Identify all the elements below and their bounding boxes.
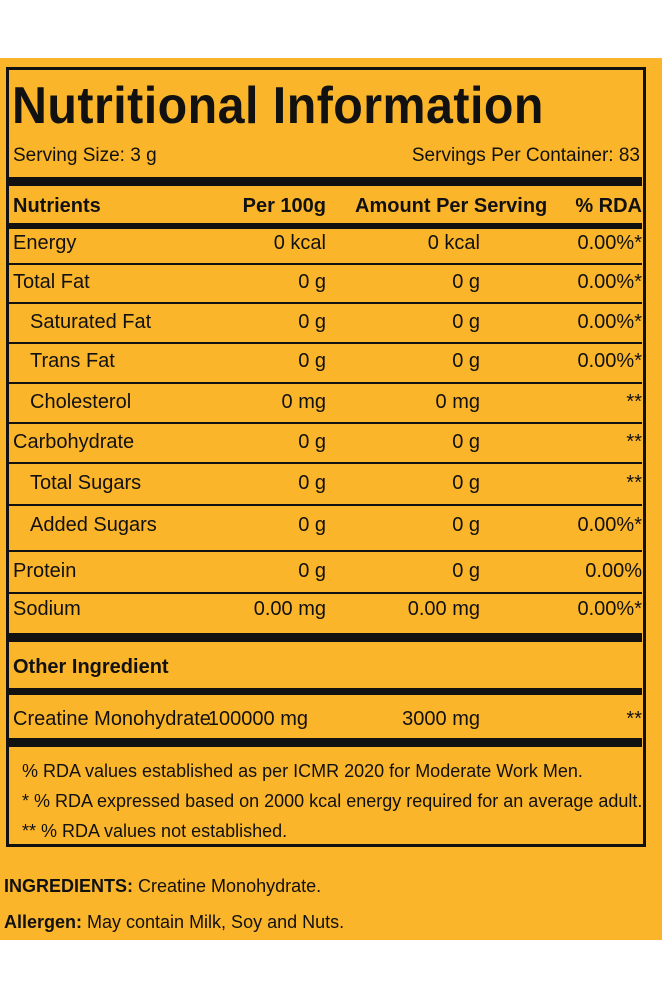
nutrient-name: Total Sugars: [30, 472, 142, 494]
nutrient-per-serving: 0 mg: [435, 391, 480, 413]
nutrient-rda: **: [626, 431, 642, 453]
nutrient-rda: 0.00%: [585, 560, 642, 582]
thick-divider: [6, 633, 642, 642]
footnote: ** % RDA values not established.: [22, 821, 288, 841]
nutrient-name: Trans Fat: [30, 350, 115, 372]
nutrient-per-serving: 0 g: [452, 350, 480, 372]
header-rda: % RDA: [575, 195, 642, 217]
header-nutrients: Nutrients: [13, 195, 101, 217]
nutrient-per-serving: 0 g: [452, 311, 480, 333]
nutrient-per-serving: 0 kcal: [427, 232, 480, 254]
header-divider: [6, 223, 642, 229]
other-ingredient-per100: 100000 mg: [207, 708, 308, 730]
nutrient-per-100g: 0 g: [298, 514, 326, 536]
nutrient-rda: 0.00%*: [577, 271, 643, 293]
thick-divider: [6, 688, 642, 695]
nutrient-rda: 0.00%*: [577, 311, 643, 333]
nutrient-per-serving: 0 g: [452, 431, 480, 453]
nutrient-rda: 0.00%*: [577, 514, 643, 536]
nutrient-per-100g: 0 g: [298, 271, 326, 293]
header-amount-per-serving: Amount Per Serving: [355, 195, 548, 217]
allergen-text: May contain Milk, Soy and Nuts.: [82, 912, 345, 932]
thick-divider: [6, 177, 642, 186]
nutrient-per-100g: 0 mg: [281, 391, 326, 413]
allergen-label: Allergen:: [4, 912, 83, 932]
ingredients-line: INGREDIENTS: Creatine Monohydrate.: [4, 876, 321, 897]
ingredients-text: Creatine Monohydrate.: [133, 876, 322, 896]
thick-divider: [6, 738, 642, 747]
row-divider: [6, 342, 642, 344]
allergen-line: Allergen: May contain Milk, Soy and Nuts…: [4, 912, 344, 933]
nutrition-panel: Nutritional Information Serving Size: 3 …: [0, 58, 662, 940]
nutrient-name: Cholesterol: [30, 391, 132, 413]
nutrient-rda: **: [626, 391, 642, 413]
row-divider: [6, 504, 642, 506]
footnote: * % RDA expressed based on 2000 kcal ene…: [22, 791, 643, 811]
nutrient-per-serving: 0.00 mg: [407, 598, 480, 620]
nutrient-name: Carbohydrate: [13, 431, 135, 453]
other-ingredient-rda: **: [626, 708, 642, 730]
nutrient-per-serving: 0 g: [452, 472, 480, 494]
nutrient-per-serving: 0 g: [452, 514, 480, 536]
nutrient-name: Sodium: [13, 598, 81, 620]
nutrient-rda: 0.00%*: [577, 232, 643, 254]
nutrient-per-100g: 0 kcal: [273, 232, 326, 254]
row-divider: [6, 550, 642, 552]
nutrient-name: Energy: [13, 232, 77, 254]
footnote: % RDA values established as per ICMR 202…: [22, 761, 583, 781]
nutrient-per-100g: 0 g: [298, 472, 326, 494]
nutrient-per-100g: 0 g: [298, 431, 326, 453]
nutrient-rda: **: [626, 472, 642, 494]
nutrient-rda: 0.00%*: [577, 350, 643, 372]
page-title: Nutritional Information: [12, 77, 544, 135]
nutrient-per-100g: 0.00 mg: [253, 598, 326, 620]
nutrient-per-100g: 0 g: [298, 350, 326, 372]
serving-size: Serving Size: 3 g: [13, 145, 157, 166]
nutrient-per-100g: 0 g: [298, 560, 326, 582]
nutrient-name: Protein: [13, 560, 77, 582]
row-divider: [6, 422, 642, 424]
nutrient-rda: 0.00%*: [577, 598, 643, 620]
servings-per-container: Servings Per Container: 83: [411, 145, 640, 166]
row-divider: [6, 302, 642, 304]
row-divider: [6, 382, 642, 384]
row-divider: [6, 263, 642, 265]
nutrient-per-100g: 0 g: [298, 311, 326, 333]
nutrition-facts-box: [6, 67, 646, 847]
nutrient-name: Total Fat: [13, 271, 90, 293]
row-divider: [6, 462, 642, 464]
other-ingredient-heading: Other Ingredient: [13, 656, 169, 678]
nutrient-name: Saturated Fat: [30, 311, 152, 333]
row-divider: [6, 592, 642, 594]
nutrient-per-serving: 0 g: [452, 560, 480, 582]
other-ingredient-serving: 3000 mg: [402, 708, 480, 730]
nutrient-name: Added Sugars: [30, 514, 157, 536]
ingredients-label: INGREDIENTS:: [4, 876, 134, 896]
nutrient-per-serving: 0 g: [452, 271, 480, 293]
header-per-100g: Per 100g: [242, 195, 326, 217]
other-ingredient-name: Creatine Monohydrate: [13, 708, 211, 730]
